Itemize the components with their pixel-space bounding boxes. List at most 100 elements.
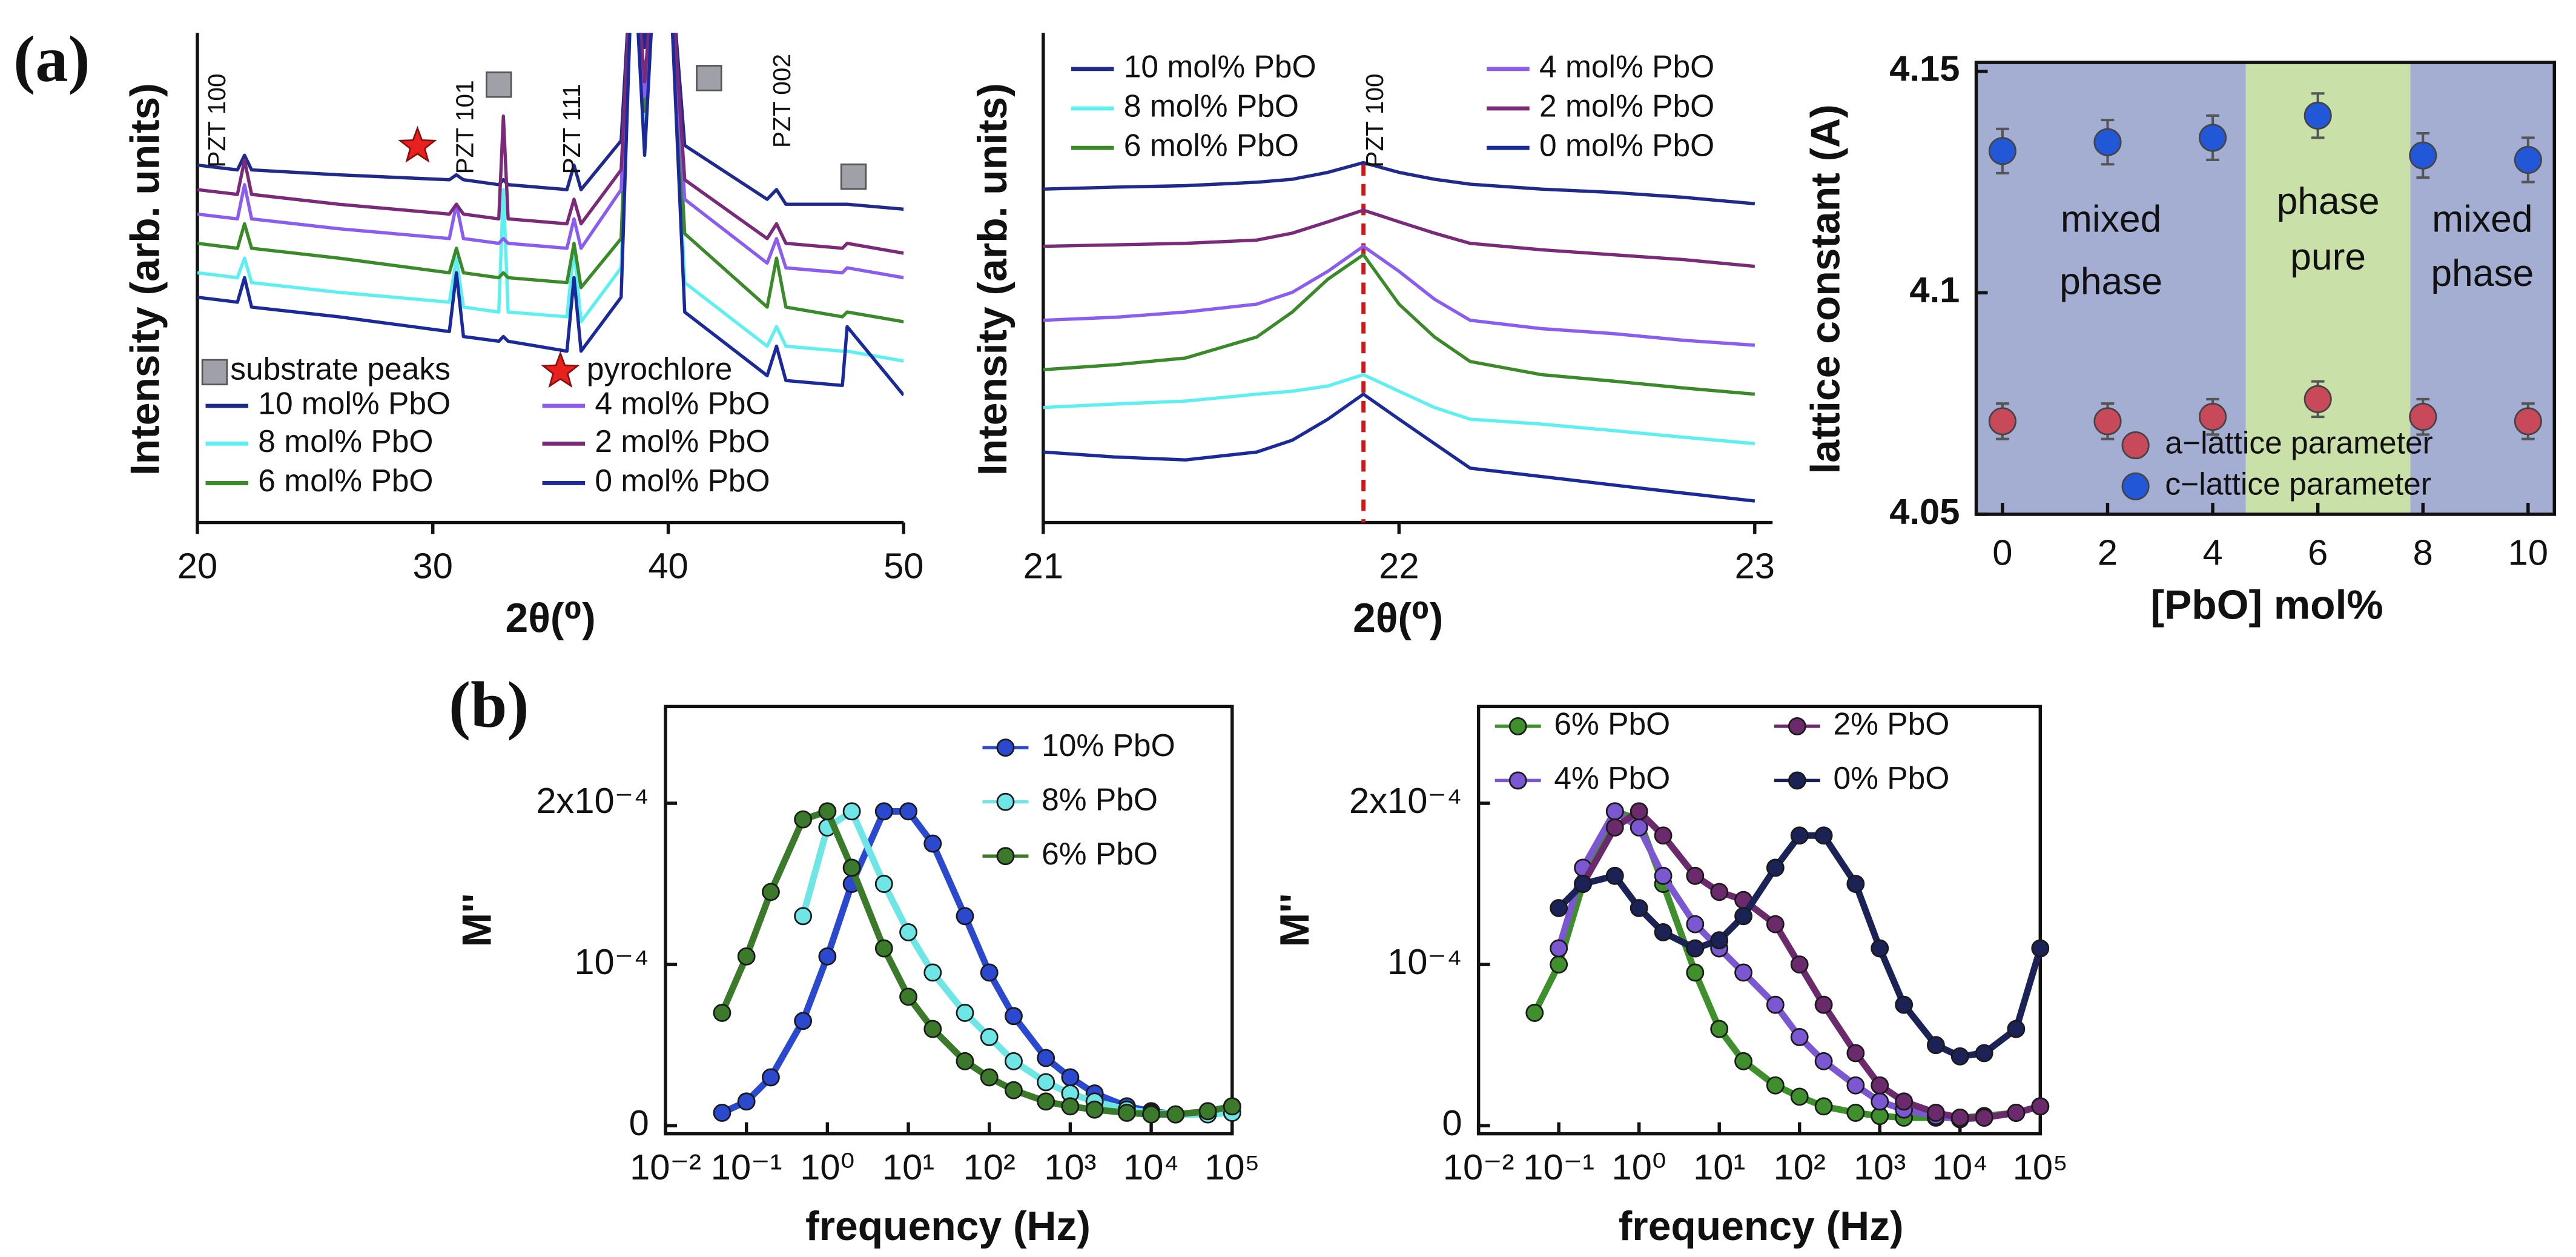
data-point	[1605, 802, 1624, 821]
legend-label: 2 mol% PbO	[1539, 88, 1714, 124]
y-axis-label: lattice constant (A)	[1803, 104, 1848, 474]
data-point	[2304, 385, 2332, 413]
x-tick-label: 10²	[1774, 1147, 1826, 1187]
data-point	[1846, 1076, 1865, 1095]
x-tick-label: 10⁰	[800, 1147, 854, 1187]
peak-label: PZT 111	[558, 84, 586, 174]
data-point	[1734, 963, 1753, 982]
data-point	[1525, 1004, 1544, 1022]
region-label: phase	[2277, 181, 2380, 222]
legend-label: 10 mol% PbO	[1124, 49, 1316, 84]
data-point	[2093, 128, 2122, 156]
legend-label: 6 mol% PbO	[1124, 128, 1299, 163]
data-point	[2199, 403, 2227, 431]
legend-label: c−lattice parameter	[2165, 466, 2431, 501]
data-point	[2514, 407, 2542, 436]
data-point	[923, 1020, 942, 1038]
plot-frame	[664, 705, 1234, 1136]
legend-label: 6% PbO	[1554, 706, 1670, 741]
data-point	[1037, 1049, 1055, 1067]
substrate-square	[485, 71, 512, 98]
data-point	[1846, 1044, 1865, 1063]
plot-frame	[1476, 705, 2042, 1136]
data-point	[1814, 1097, 1833, 1116]
x-tick-label: 10⁴	[1123, 1147, 1179, 1187]
x-tick-label: 22	[1379, 545, 1419, 586]
data-point	[1117, 1104, 1136, 1122]
data-point	[2007, 1020, 2026, 1038]
legend-label: 6 mol% PbO	[258, 463, 433, 498]
legend-label: 10 mol% PbO	[258, 386, 451, 421]
peak-label: PZT 100	[203, 73, 231, 167]
data-point	[956, 1004, 974, 1022]
data-point	[956, 1052, 974, 1070]
x-tick-label: 50	[883, 545, 923, 586]
x-tick-label: 10⁴	[1932, 1147, 1988, 1187]
series-line	[197, 33, 904, 255]
data-point	[1766, 858, 1785, 877]
data-point	[2093, 407, 2122, 436]
x-tick-label: 10	[2508, 532, 2548, 573]
data-point	[1550, 939, 1568, 958]
peak-label: PZT 002	[768, 54, 796, 148]
y-tick-label: 0	[629, 1103, 649, 1143]
legend-label: 0 mol% PbO	[595, 463, 770, 498]
legend-label: 0 mol% PbO	[1539, 128, 1714, 163]
legend-swatch	[2121, 431, 2150, 460]
legend-label: 4 mol% PbO	[595, 386, 770, 421]
legend-label: 2% PbO	[1834, 706, 1950, 741]
data-point	[980, 963, 999, 982]
data-point	[899, 987, 917, 1006]
data-point	[1142, 1105, 1161, 1124]
legend-label: 8 mol% PbO	[258, 423, 433, 459]
data-point	[1988, 407, 2016, 436]
data-point	[1037, 1073, 1055, 1092]
series-line	[1043, 244, 1755, 347]
legend-swatch	[1508, 771, 1527, 790]
y-tick-label: 4.15	[1889, 48, 1960, 88]
data-point	[713, 1004, 732, 1022]
y-tick-label: 4.05	[1889, 491, 1960, 532]
series-line	[1043, 392, 1755, 503]
x-tick-label: 10⁻¹	[1523, 1147, 1594, 1187]
substrate-square	[201, 359, 228, 386]
data-point	[1005, 1081, 1023, 1099]
legend-label: 4 mol% PbO	[1539, 49, 1714, 84]
legend-label: 8 mol% PbO	[1124, 88, 1299, 124]
series-line	[197, 33, 904, 323]
data-point	[1005, 1007, 1023, 1026]
x-tick-label: 0	[1992, 532, 2012, 573]
data-point	[762, 883, 780, 901]
data-point	[737, 1092, 756, 1111]
x-tick-label: 4	[2202, 532, 2222, 573]
region-label: mixed	[2061, 199, 2161, 240]
data-point	[956, 907, 974, 926]
data-point	[1766, 915, 1785, 934]
data-point	[1766, 995, 1785, 1014]
x-tick-label: 40	[648, 545, 688, 586]
x-tick-label: 20	[177, 545, 217, 586]
x-tick-label: 10⁵	[1204, 1147, 1260, 1187]
data-point	[923, 834, 942, 853]
data-point	[874, 939, 893, 958]
data-point	[923, 963, 942, 982]
legend-swatch	[1508, 717, 1527, 735]
data-point	[1654, 826, 1673, 845]
data-point	[1871, 1092, 1889, 1111]
y-tick-label: 4.1	[1909, 270, 1960, 310]
data-point	[1814, 826, 1833, 845]
data-point	[794, 810, 813, 829]
series-line	[197, 33, 904, 363]
data-point	[818, 802, 837, 821]
legend-swatch	[1788, 717, 1806, 735]
legend-swatch	[996, 738, 1015, 757]
x-tick-label: 10⁵	[2013, 1147, 2068, 1187]
x-tick-label: 2	[2098, 532, 2118, 573]
data-point	[1975, 1109, 1993, 1127]
x-tick-label: 10⁰	[1612, 1147, 1666, 1187]
pyrochlore-star	[398, 125, 437, 163]
y-axis-label: Intensity (arb. units)	[122, 83, 168, 476]
data-point	[1198, 1102, 1217, 1121]
data-point	[1950, 1047, 1969, 1066]
